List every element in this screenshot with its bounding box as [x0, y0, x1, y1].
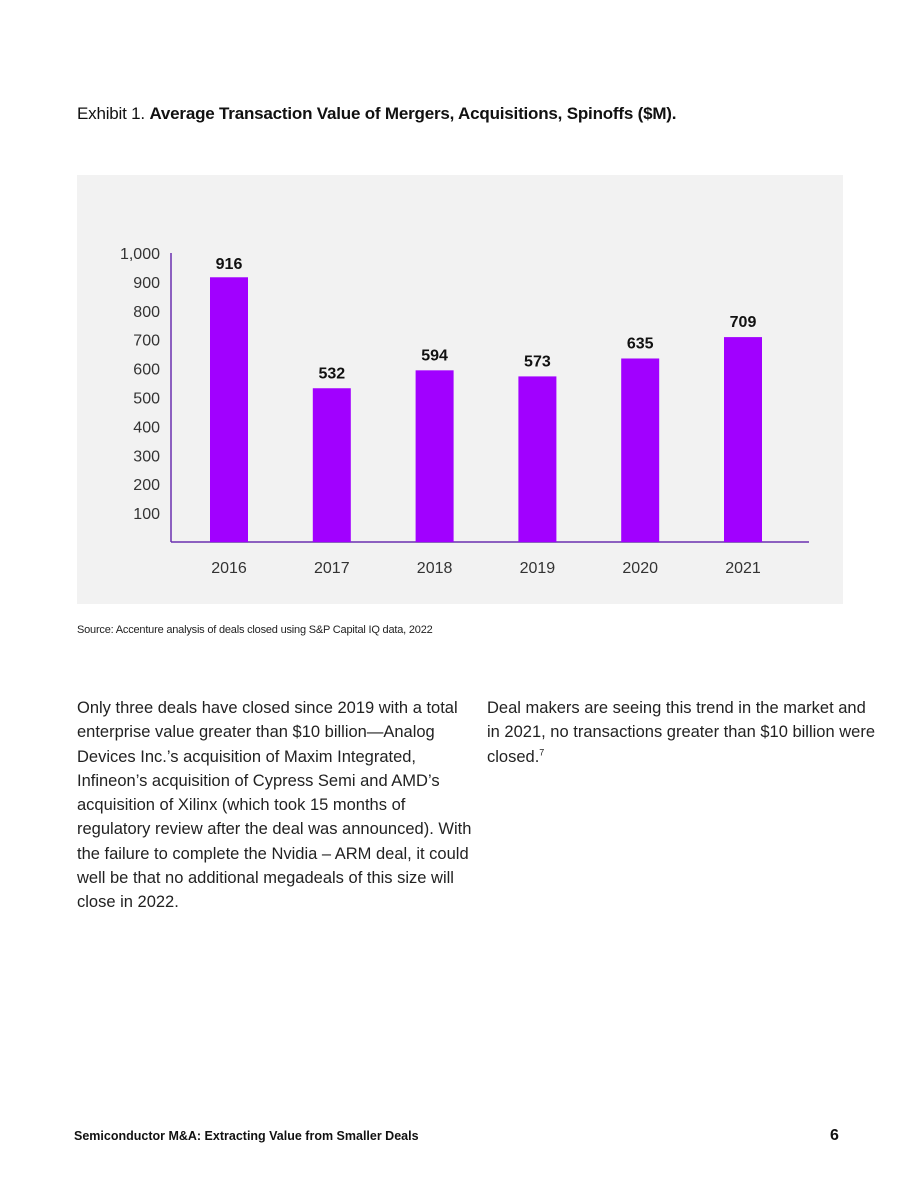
y-tick-label: 300 [133, 448, 160, 465]
body-text-right: Deal makers are seeing this trend in the… [487, 696, 877, 769]
bar-2017 [312, 388, 351, 542]
data-label-2018: 594 [421, 347, 448, 364]
footer-title: Semiconductor M&A: Extracting Value from… [74, 1129, 419, 1143]
exhibit-heading: Average Transaction Value of Mergers, Ac… [149, 104, 677, 123]
y-tick-label: 400 [133, 419, 160, 436]
y-tick-label: 200 [133, 477, 160, 494]
data-label-2017: 532 [318, 365, 345, 382]
x-tick-label-2021: 2021 [725, 560, 761, 577]
y-tick-label: 700 [133, 333, 160, 350]
source-note: Source: Accenture analysis of deals clos… [77, 624, 433, 636]
body-text-left: Only three deals have closed since 2019 … [77, 699, 472, 912]
x-tick-label-2019: 2019 [520, 560, 556, 577]
bar-chart: 100 200 300 400 500 600 700 800 900 1,000 916 2016 5… [120, 246, 809, 577]
data-label-2020: 635 [627, 335, 654, 352]
data-label-2016: 916 [216, 256, 243, 273]
footnote-marker: 7 [539, 747, 545, 758]
y-tick-label: 1,000 [120, 246, 160, 263]
bar-chart-panel: 100 200 300 400 500 600 700 800 900 1,000 916 2016 5… [77, 175, 843, 604]
y-tick-label: 800 [133, 304, 160, 321]
page-number: 6 [830, 1127, 839, 1144]
bar-2020 [621, 358, 660, 542]
exhibit-title: Exhibit 1. Average Transaction Value of … [77, 104, 857, 124]
bar-2018 [415, 370, 454, 542]
x-tick-label-2020: 2020 [622, 560, 658, 577]
bar-2016 [210, 277, 248, 542]
y-tick-label: 100 [133, 506, 160, 523]
bar-2021 [724, 337, 762, 542]
exhibit-label: Exhibit 1. [77, 104, 145, 123]
x-tick-label-2016: 2016 [211, 560, 247, 577]
data-label-2021: 709 [730, 314, 757, 331]
x-tick-label-2017: 2017 [314, 560, 350, 577]
y-tick-label: 900 [133, 275, 160, 292]
x-tick-label-2018: 2018 [417, 560, 453, 577]
body-text-right-content: Deal makers are seeing this trend in the… [487, 699, 875, 766]
y-tick-label: 500 [133, 391, 160, 408]
y-tick-label: 600 [133, 362, 160, 379]
bar-2019 [518, 376, 557, 542]
data-label-2019: 573 [524, 353, 551, 370]
